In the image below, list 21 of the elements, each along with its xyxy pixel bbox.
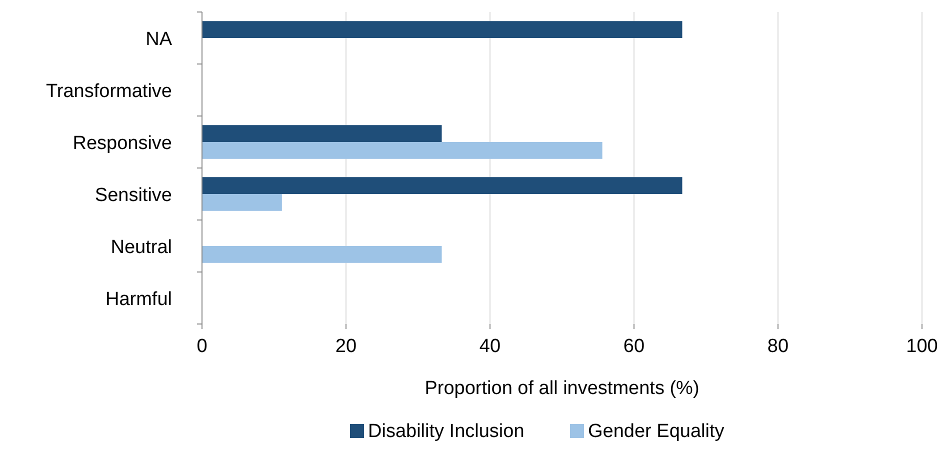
x-tick-label: 60 [623,336,645,357]
y-tick-label: NA [146,29,172,50]
x-tick-label: 0 [196,336,208,357]
x-tick-label: 80 [767,336,789,357]
x-tick-label: 100 [906,336,938,357]
y-tick-label: Neutral [110,237,172,258]
x-tick-label: 20 [335,336,357,357]
bar [202,177,682,194]
y-tick-label: Responsive [72,133,172,154]
y-tick-label: Harmful [105,289,172,310]
bar [202,194,282,211]
y-tick-label: Transformative [46,81,172,102]
legend-label: Disability Inclusion [368,421,524,442]
bar [202,142,602,159]
x-axis-title: Proportion of all investments (%) [424,378,700,399]
bar [202,246,442,263]
x-tick-label: 40 [479,336,501,357]
legend-label: Gender Equality [588,421,725,442]
y-tick-label: Sensitive [94,185,172,206]
bar [202,21,682,38]
bar [202,125,442,142]
